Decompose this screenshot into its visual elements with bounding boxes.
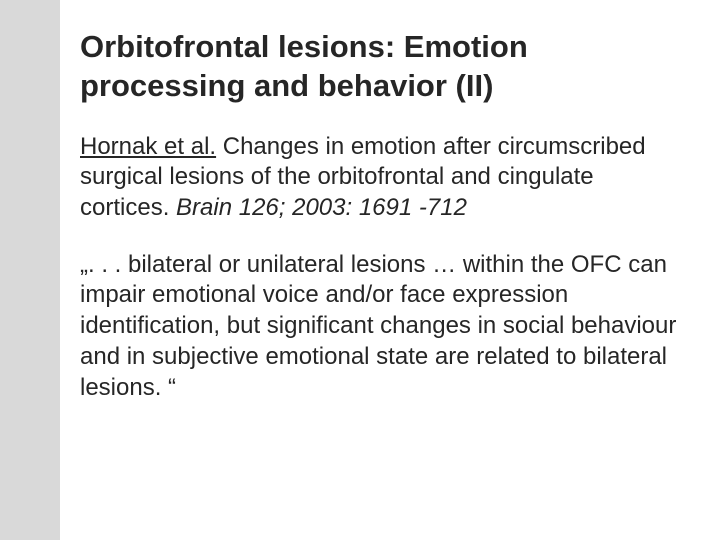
slide: Orbitofrontal lesions: Emotion processin… [0,0,720,540]
slide-content: Orbitofrontal lesions: Emotion processin… [60,0,720,540]
citation-journal: Brain 126; 2003: 1691 -712 [176,194,467,221]
slide-title: Orbitofrontal lesions: Emotion processin… [80,28,682,106]
quote-text: „. . . bilateral or unilateral lesions …… [80,250,682,404]
citation-authors: Hornak et al. [80,133,216,160]
citation: Hornak et al. Changes in emotion after c… [80,132,682,224]
